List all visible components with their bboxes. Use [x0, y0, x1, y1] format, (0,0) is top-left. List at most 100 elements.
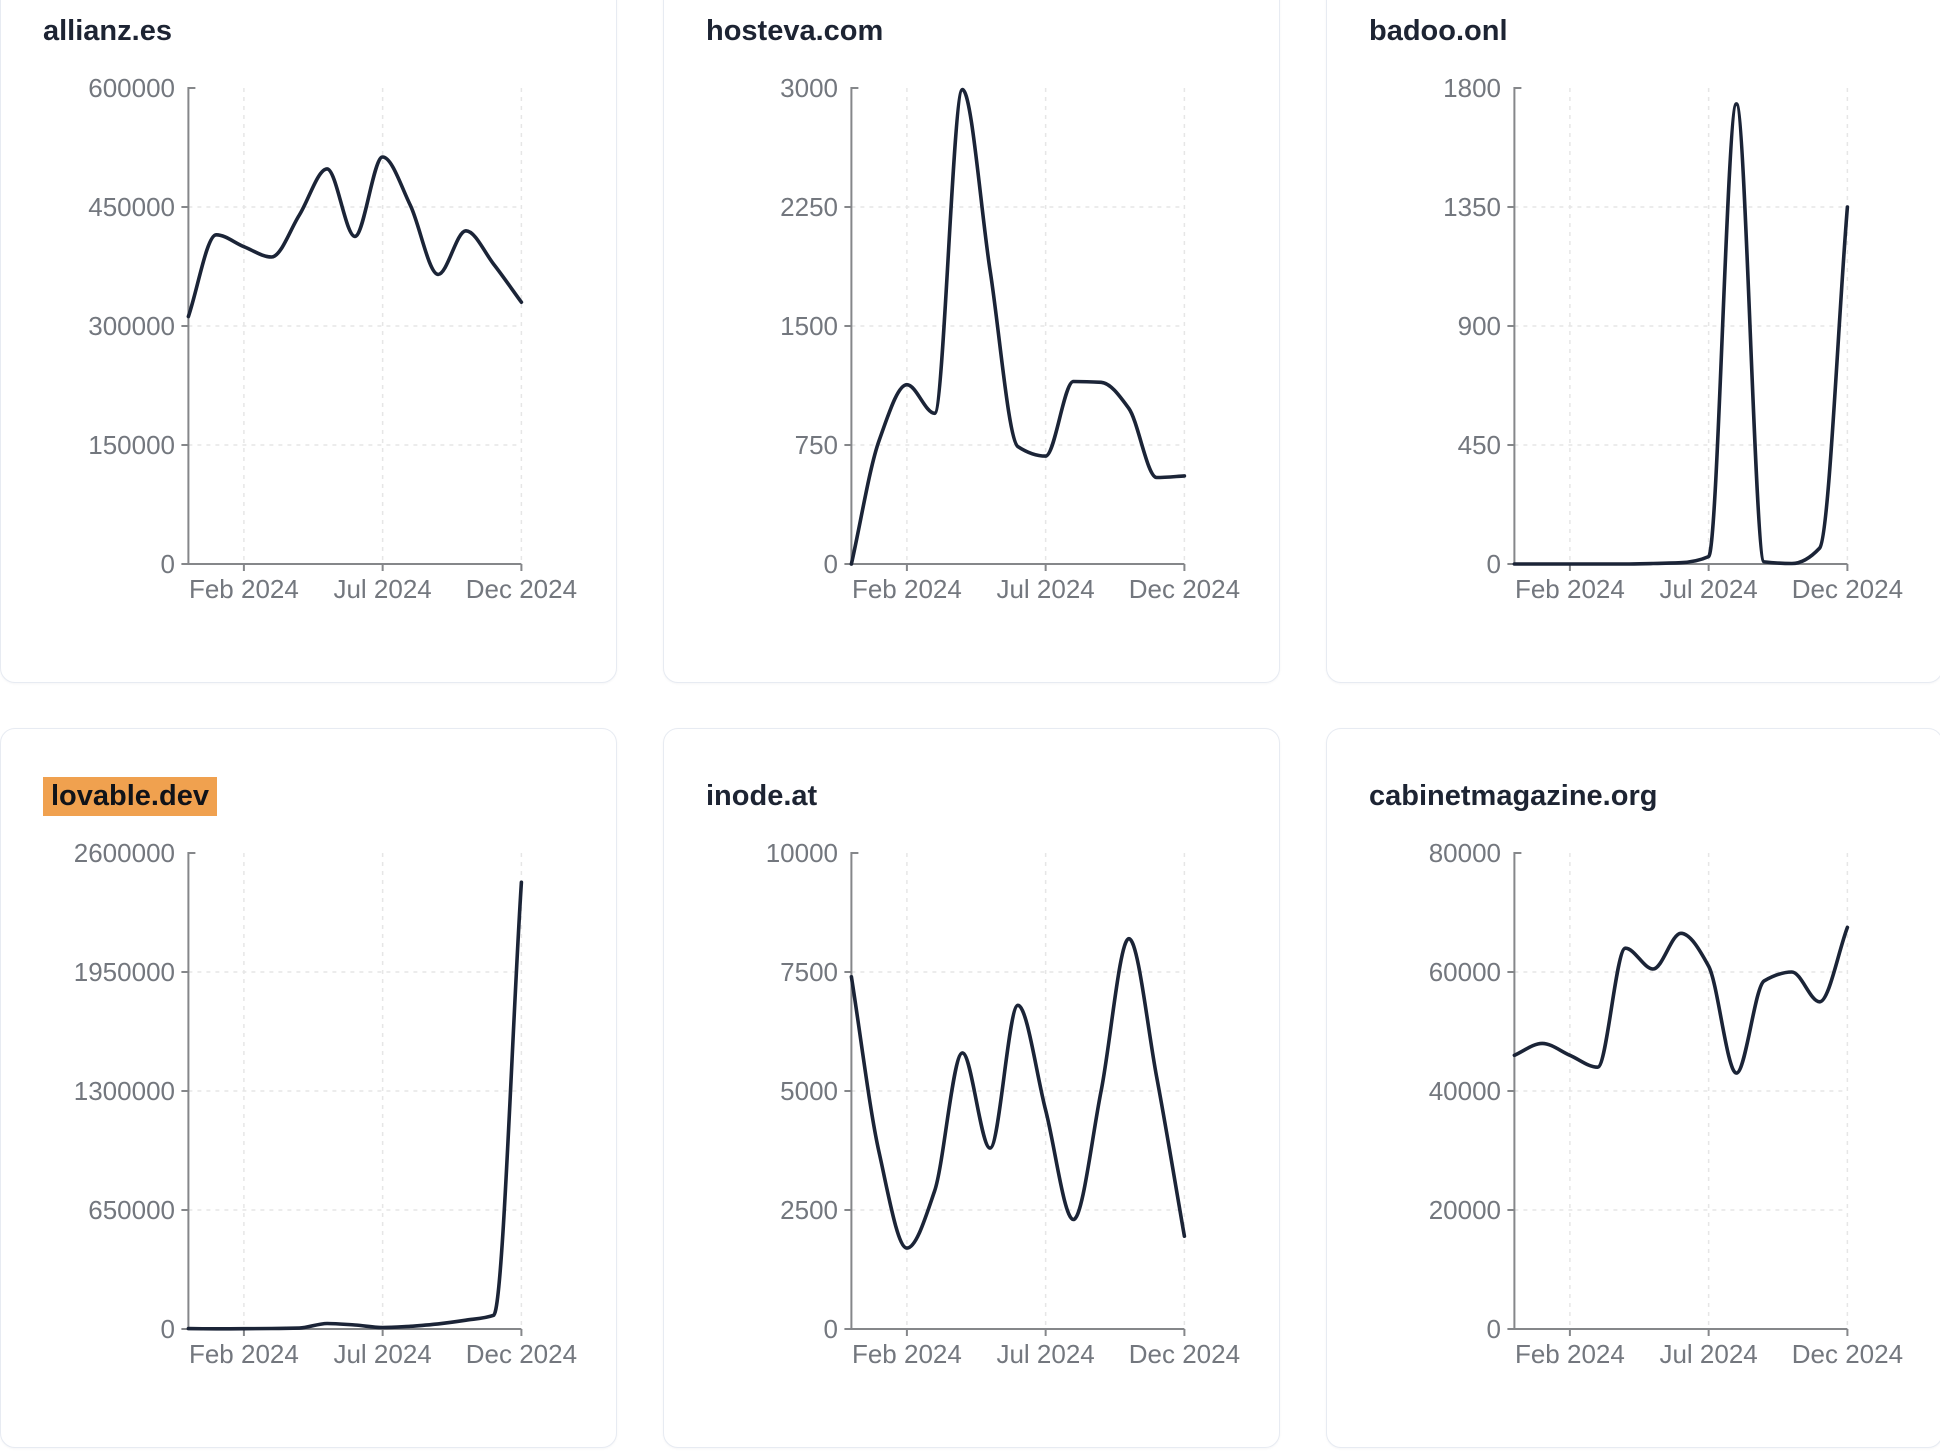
axes [844, 87, 1186, 571]
y-tick-label: 450 [1458, 430, 1501, 460]
domain-title-text: hosteva.com [706, 15, 884, 47]
traffic-line-chart: 0 150000 300000 450000 600000 Feb 2024 Jul 202… [88, 73, 577, 604]
y-tick-label: 80000 [1429, 838, 1501, 868]
y-tick-label: 300000 [88, 311, 175, 341]
domain-card: cabinetmagazine.org 0 20000 40000 60000 80000… [1326, 728, 1940, 1448]
domain-card: badoo.onl 0 450 900 1350 1800 Feb 2024 Jul 2024… [1326, 0, 1940, 683]
y-tick-label: 1950000 [74, 957, 175, 987]
x-axis-labels: Feb 2024 Jul 2024 Dec 2024 [1515, 1339, 1903, 1369]
gridlines [1514, 853, 1849, 1329]
domain-title: allianz.es [43, 12, 172, 50]
y-tick-label: 3000 [780, 73, 838, 103]
x-axis-labels: Feb 2024 Jul 2024 Dec 2024 [189, 574, 577, 604]
traffic-line [1512, 925, 1850, 1075]
domain-title-text: badoo.onl [1369, 15, 1508, 47]
domain-title-text: inode.at [706, 780, 818, 812]
x-tick-label: Dec 2024 [1792, 1339, 1903, 1369]
gridlines [1514, 88, 1849, 564]
y-axis-labels: 0 650000 1300000 1950000 2600000 [74, 838, 175, 1344]
x-tick-label: Jul 2024 [996, 1339, 1094, 1369]
x-tick-label: Dec 2024 [1129, 574, 1240, 604]
y-tick-label: 900 [1458, 311, 1501, 341]
y-tick-label: 1500 [780, 311, 838, 341]
x-tick-label: Feb 2024 [852, 574, 962, 604]
y-axis-labels: 0 2500 5000 7500 10000 [766, 838, 838, 1344]
gridlines [851, 88, 1186, 564]
y-tick-label: 750 [795, 430, 838, 460]
y-tick-label: 40000 [1429, 1076, 1501, 1106]
x-tick-label: Jul 2024 [333, 574, 431, 604]
gridlines [851, 853, 1186, 1329]
axes [1507, 852, 1849, 1336]
y-axis-labels: 0 750 1500 2250 3000 [780, 73, 838, 579]
y-axis-labels: 0 150000 300000 450000 600000 [88, 73, 175, 579]
traffic-line-chart: 0 20000 40000 60000 80000 Feb 2024 Jul 2024 Dec… [1429, 838, 1903, 1369]
traffic-line [186, 155, 524, 319]
y-tick-label: 650000 [88, 1195, 175, 1225]
x-tick-label: Dec 2024 [466, 1339, 577, 1369]
x-axis-labels: Feb 2024 Jul 2024 Dec 2024 [852, 1339, 1240, 1369]
x-tick-label: Jul 2024 [1659, 1339, 1757, 1369]
y-tick-label: 2250 [780, 192, 838, 222]
domain-title-text: allianz.es [43, 15, 172, 47]
domain-title-text: cabinetmagazine.org [1369, 780, 1658, 812]
y-tick-label: 0 [161, 1314, 175, 1344]
gridlines [188, 853, 523, 1329]
domain-card: allianz.es 0 150000 300000 450000 600000 Feb 2… [0, 0, 617, 683]
y-tick-label: 1350 [1443, 192, 1501, 222]
traffic-line [186, 880, 524, 1331]
x-tick-label: Dec 2024 [1792, 574, 1903, 604]
y-tick-label: 450000 [88, 192, 175, 222]
y-tick-label: 600000 [88, 73, 175, 103]
y-tick-label: 1300000 [74, 1076, 175, 1106]
traffic-line [1512, 102, 1850, 566]
gridlines [188, 88, 523, 564]
y-tick-label: 0 [824, 1314, 838, 1344]
y-tick-label: 2600000 [74, 838, 175, 868]
x-tick-label: Feb 2024 [1515, 574, 1625, 604]
x-tick-label: Feb 2024 [852, 1339, 962, 1369]
axes [844, 852, 1186, 1336]
y-tick-label: 2500 [780, 1195, 838, 1225]
domain-title: lovable.dev [43, 777, 217, 816]
domain-card: lovable.dev 0 650000 1300000 1950000 2600000 F… [0, 728, 617, 1448]
domain-title: badoo.onl [1369, 12, 1508, 50]
y-tick-label: 10000 [766, 838, 838, 868]
traffic-line-chart: 0 450 900 1350 1800 Feb 2024 Jul 2024 Dec 2024 [1443, 73, 1903, 604]
y-tick-label: 0 [1487, 549, 1501, 579]
y-axis-labels: 0 450 900 1350 1800 [1443, 73, 1501, 579]
traffic-line-chart: 0 650000 1300000 1950000 2600000 Feb 2024 Jul … [74, 838, 577, 1369]
domain-title: hosteva.com [706, 12, 883, 50]
x-tick-label: Feb 2024 [1515, 1339, 1625, 1369]
x-tick-label: Jul 2024 [1659, 574, 1757, 604]
y-tick-label: 0 [824, 549, 838, 579]
domain-title: inode.at [706, 777, 817, 815]
axes [181, 852, 523, 1336]
domain-card: hosteva.com 0 750 1500 2250 3000 Feb 2024 Jul 2… [663, 0, 1280, 683]
x-axis-labels: Feb 2024 Jul 2024 Dec 2024 [1515, 574, 1903, 604]
y-tick-label: 20000 [1429, 1195, 1501, 1225]
domain-title: cabinetmagazine.org [1369, 777, 1657, 815]
x-tick-label: Feb 2024 [189, 1339, 299, 1369]
x-tick-label: Jul 2024 [333, 1339, 431, 1369]
traffic-line [849, 87, 1187, 566]
x-tick-label: Dec 2024 [466, 574, 577, 604]
traffic-line-chart: 0 2500 5000 7500 10000 Feb 2024 Jul 2024 Dec 20… [766, 838, 1240, 1369]
axes [1507, 87, 1849, 571]
y-tick-label: 0 [1487, 1314, 1501, 1344]
y-tick-label: 0 [161, 549, 175, 579]
traffic-line [849, 936, 1187, 1250]
y-axis-labels: 0 20000 40000 60000 80000 [1429, 838, 1501, 1344]
axes [181, 87, 523, 571]
y-tick-label: 5000 [780, 1076, 838, 1106]
y-tick-label: 60000 [1429, 957, 1501, 987]
domain-title-text-highlighted: lovable.dev [43, 777, 217, 816]
x-tick-label: Jul 2024 [996, 574, 1094, 604]
y-tick-label: 150000 [88, 430, 175, 460]
x-axis-labels: Feb 2024 Jul 2024 Dec 2024 [852, 574, 1240, 604]
domain-card: inode.at 0 2500 5000 7500 10000 Feb 2024 Jul 20… [663, 728, 1280, 1448]
x-tick-label: Dec 2024 [1129, 1339, 1240, 1369]
y-tick-label: 7500 [780, 957, 838, 987]
x-tick-label: Feb 2024 [189, 574, 299, 604]
